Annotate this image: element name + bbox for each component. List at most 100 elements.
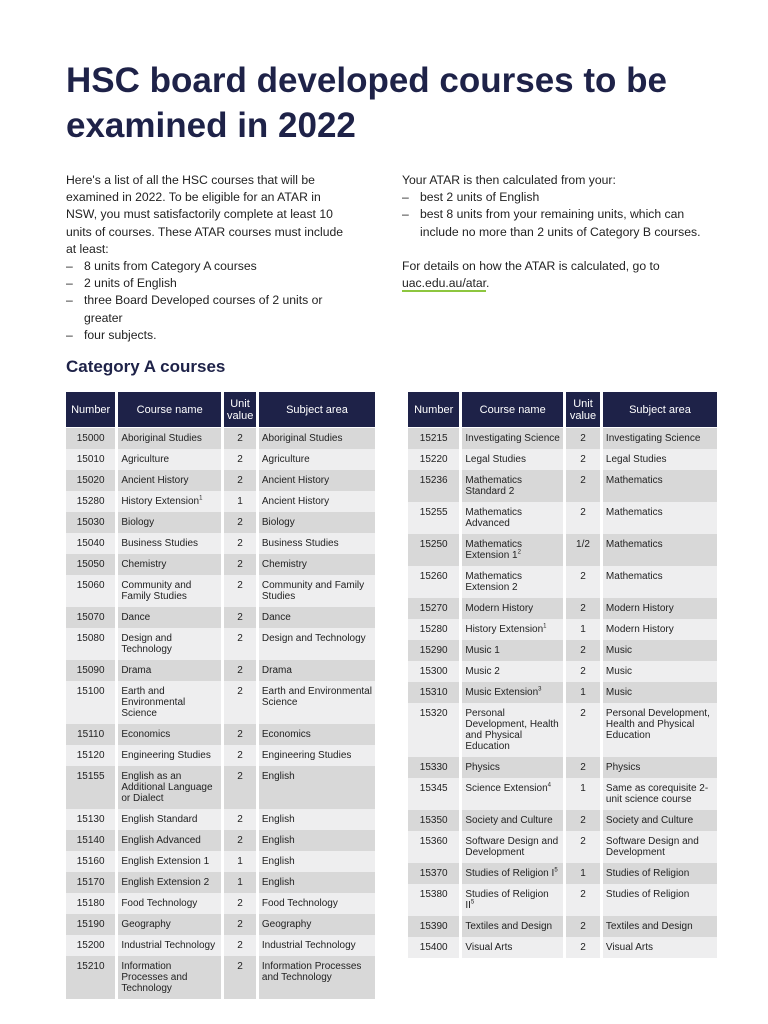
table-row: 15280 History Extension1 1 Modern History	[408, 619, 717, 641]
subject-area: Mathematics	[602, 534, 717, 567]
table-row: 15260 Mathematics Extension 2 2 Mathematics	[408, 566, 717, 599]
course-number-text: 15236	[419, 475, 448, 487]
subject-area-text: Geography	[261, 919, 312, 931]
uac-atar-link[interactable]: uac.edu.au/atar	[402, 276, 487, 293]
course-number-text: 15050	[76, 559, 105, 571]
table-row: 15215 Investigating Science 2 Investigating…	[408, 428, 717, 450]
course-number-text: 15300	[419, 666, 448, 678]
course-number: 15120	[66, 745, 116, 767]
course-number: 15320	[408, 703, 460, 758]
course-name: Economics	[118, 724, 222, 746]
course-name: Software Design and Development	[462, 831, 564, 864]
unit-value-text: 1	[580, 868, 586, 880]
course-number-text: 15210	[76, 961, 105, 973]
subject-area-text: Industrial Technology	[261, 940, 356, 952]
subject-area-text: Ancient History	[261, 496, 330, 508]
table-row: 15400 Visual Arts 2 Visual Arts	[408, 937, 717, 959]
course-name-text: Information Processes and Technology	[121, 961, 188, 995]
list-item: four subjects.	[66, 327, 351, 344]
subject-area: Personal Development, Health and Physica…	[602, 703, 717, 758]
subject-area: Design and Technology	[258, 628, 375, 661]
table-row: 15190 Geography 2 Geography	[66, 914, 375, 936]
unit-value-text: 1/2	[576, 539, 590, 551]
course-number: 15160	[66, 851, 116, 873]
table-row: 15255 Mathematics Advanced 2 Mathematics	[408, 502, 717, 535]
course-name-text: Mathematics Extension 1	[465, 539, 523, 562]
unit-value: 2	[566, 916, 600, 938]
unit-value: 2	[224, 628, 256, 661]
unit-value-text: 1	[580, 624, 586, 636]
course-number: 15180	[66, 893, 116, 915]
subject-area: Music	[602, 682, 717, 704]
subject-area-text: Physics	[605, 762, 641, 774]
unit-value: 2	[224, 766, 256, 810]
course-number: 15080	[66, 628, 116, 661]
course-number-text: 15280	[76, 496, 105, 508]
subject-area: Food Technology	[258, 893, 375, 915]
unit-value-text: 2	[237, 898, 243, 910]
subject-area-text: Design and Technology	[261, 633, 366, 645]
subject-area: English	[258, 809, 375, 831]
course-number-text: 15310	[419, 687, 448, 699]
subject-area-text: Mathematics	[605, 539, 663, 551]
course-number: 15040	[66, 533, 116, 555]
course-name-text: Earth and Environmental Science	[121, 686, 186, 720]
course-name: Industrial Technology	[118, 935, 222, 957]
course-name: Engineering Studies	[118, 745, 222, 767]
unit-value-text: 2	[580, 815, 586, 827]
course-name: Food Technology	[118, 893, 222, 915]
course-number: 15280	[408, 619, 460, 641]
table-row: 15110 Economics 2 Economics	[66, 724, 375, 746]
course-name: Society and Culture	[462, 810, 564, 832]
subject-area: Ancient History	[258, 491, 375, 513]
subject-area-text: Ancient History	[261, 475, 330, 487]
course-name: Mathematics Extension 12	[462, 534, 564, 567]
course-number: 15370	[408, 863, 460, 885]
course-number-text: 15155	[76, 771, 105, 783]
unit-value: 2	[224, 470, 256, 492]
course-name-text: Physics	[465, 762, 500, 774]
subject-area: Visual Arts	[602, 937, 717, 959]
course-name-text: Legal Studies	[465, 454, 526, 466]
course-name-text: Business Studies	[121, 538, 199, 550]
course-number: 15255	[408, 502, 460, 535]
table-row: 15020 Ancient History 2 Ancient History	[66, 470, 375, 492]
course-number: 15100	[66, 681, 116, 725]
subject-area: Music	[602, 661, 717, 683]
unit-value: 2	[224, 554, 256, 576]
course-number: 15380	[408, 884, 460, 917]
course-name-text: Engineering Studies	[121, 750, 211, 762]
header-subject-area: Subject area	[258, 392, 375, 429]
unit-value-text: 2	[237, 835, 243, 847]
course-number-text: 15260	[419, 571, 448, 583]
subject-area-text: Music	[605, 687, 633, 699]
subject-area: Modern History	[602, 598, 717, 620]
course-number: 15130	[66, 809, 116, 831]
section-title: Category A courses	[66, 357, 226, 377]
subject-area-text: English	[261, 771, 295, 783]
unit-value-text: 2	[237, 940, 243, 952]
unit-value: 2	[224, 893, 256, 915]
subject-area: Business Studies	[258, 533, 375, 555]
table-row: 15380 Studies of Religion II5 2 Studies of …	[408, 884, 717, 917]
table-row: 15390 Textiles and Design 2 Textiles and De…	[408, 916, 717, 938]
course-name: Studies of Religion II5	[462, 884, 564, 917]
course-name: English Extension 2	[118, 872, 222, 894]
unit-value-text: 2	[237, 538, 243, 550]
course-number-text: 15170	[76, 877, 105, 889]
course-number: 15345	[408, 778, 460, 811]
page-title: HSC board developed courses to be examin…	[66, 61, 667, 145]
table-row: 15060 Community and Family Studies 2 Commun…	[66, 575, 375, 608]
list-item: best 2 units of English	[402, 189, 702, 206]
course-name-text: History Extension	[121, 496, 200, 508]
subject-area-text: Community and Family Studies	[261, 580, 365, 603]
unit-value: 1	[566, 682, 600, 704]
course-number: 15360	[408, 831, 460, 864]
course-name-text: Science Extension	[465, 783, 548, 795]
table-row: 15140 English Advanced 2 English	[66, 830, 375, 852]
unit-value-text: 2	[237, 633, 243, 645]
course-number-text: 15350	[419, 815, 448, 827]
subject-area: Mathematics	[602, 502, 717, 535]
course-number-text: 15040	[76, 538, 105, 550]
subject-area-text: Mathematics	[605, 571, 663, 583]
